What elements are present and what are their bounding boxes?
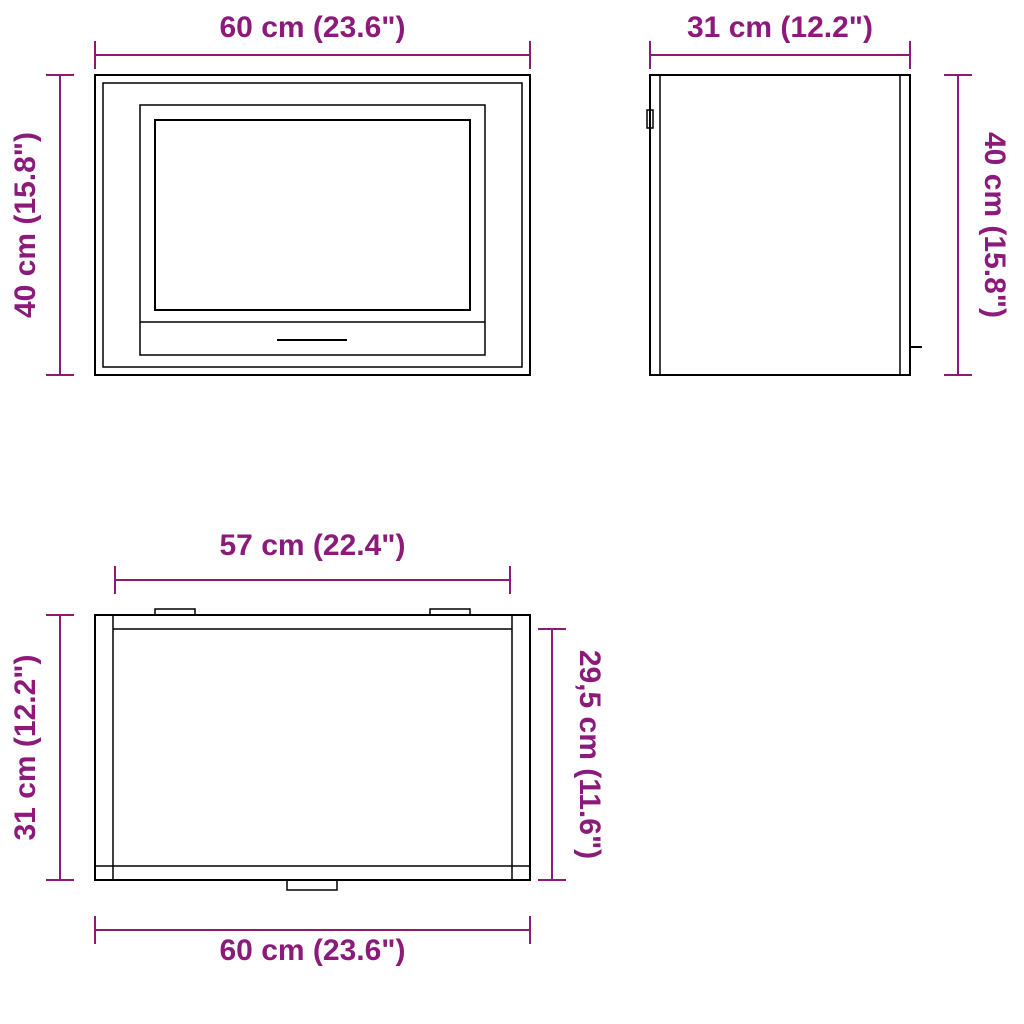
side-view (647, 75, 922, 375)
svg-text:40 cm (15.8"): 40 cm (15.8") (978, 132, 1011, 318)
svg-text:60 cm (23.6"): 60 cm (23.6") (220, 11, 406, 44)
svg-text:31 cm (12.2"): 31 cm (12.2") (9, 655, 42, 841)
front-view (95, 75, 530, 375)
top-view (95, 609, 530, 890)
svg-text:40 cm (15.8"): 40 cm (15.8") (9, 132, 42, 318)
svg-text:60 cm (23.6"): 60 cm (23.6") (220, 934, 406, 967)
svg-text:29,5 cm (11.6"): 29,5 cm (11.6") (573, 650, 606, 859)
svg-text:57 cm (22.4"): 57 cm (22.4") (220, 529, 406, 562)
svg-text:31 cm (12.2"): 31 cm (12.2") (687, 11, 873, 44)
